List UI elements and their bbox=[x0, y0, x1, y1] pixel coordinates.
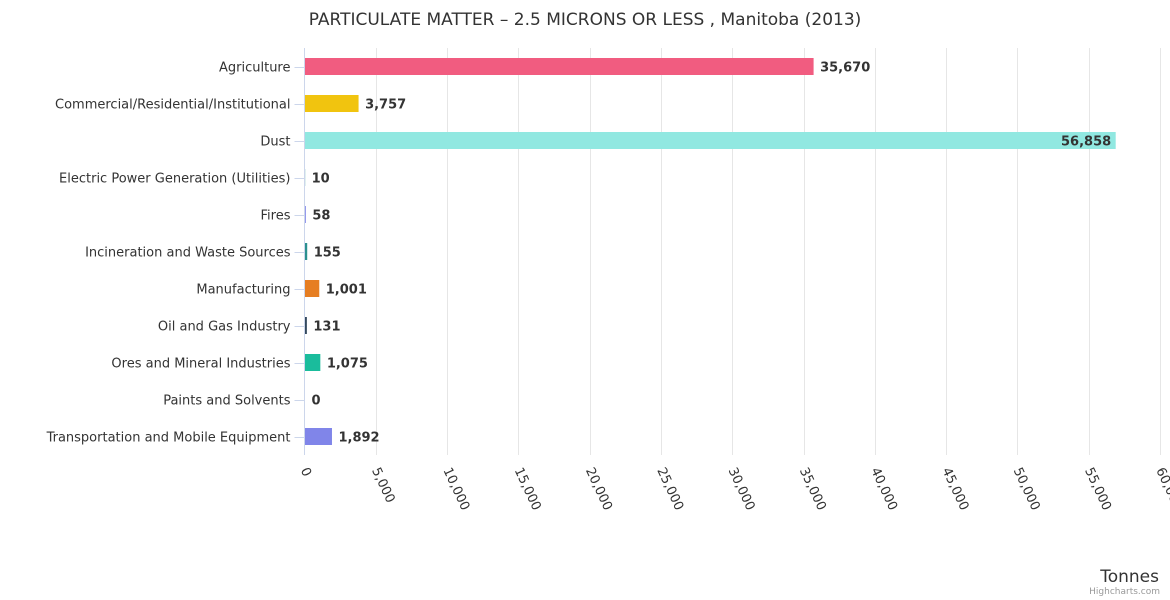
data-label: 35,670 bbox=[820, 61, 870, 76]
x-axis-tick-labels: 0 5,000 10,000 15,000 20,000 25,000 30,000 35,0… bbox=[297, 465, 1170, 513]
x-tick-label: 55,000 bbox=[1081, 465, 1114, 513]
x-tick-label: 45,000 bbox=[938, 465, 971, 513]
x-tick-label: 30,000 bbox=[725, 465, 758, 513]
category-label: Transportation and Mobile Equipment bbox=[46, 431, 291, 446]
category-label: Agriculture bbox=[219, 61, 291, 76]
data-label: 1,075 bbox=[327, 357, 368, 372]
x-tick-label: 5,000 bbox=[368, 465, 397, 505]
bar[interactable] bbox=[305, 354, 321, 371]
x-tick-label: 20,000 bbox=[582, 465, 615, 513]
bar[interactable] bbox=[305, 428, 332, 445]
x-tick-label: 60,000 bbox=[1152, 465, 1170, 513]
category-label: Commercial/Residential/Institutional bbox=[55, 98, 291, 113]
bar[interactable] bbox=[305, 317, 307, 334]
x-tick-label: 10,000 bbox=[439, 465, 472, 513]
category-label: Paints and Solvents bbox=[163, 394, 291, 409]
category-label: Fires bbox=[261, 209, 291, 224]
grid-lines bbox=[376, 48, 1161, 455]
category-label: Dust bbox=[260, 135, 290, 150]
bars bbox=[305, 58, 1116, 445]
category-label: Electric Power Generation (Utilities) bbox=[59, 172, 290, 187]
category-label: Manufacturing bbox=[196, 283, 290, 298]
x-axis-title: Tonnes bbox=[1099, 567, 1159, 587]
bar[interactable] bbox=[305, 280, 320, 297]
data-label: 3,757 bbox=[365, 98, 406, 113]
category-labels: Agriculture Commercial/Residential/Instit… bbox=[46, 61, 305, 446]
bar[interactable] bbox=[305, 95, 359, 112]
data-label: 131 bbox=[313, 320, 340, 335]
category-label: Oil and Gas Industry bbox=[158, 320, 291, 335]
data-label: 0 bbox=[312, 394, 321, 409]
data-label: 56,858 bbox=[1061, 135, 1111, 150]
data-label: 155 bbox=[314, 246, 341, 261]
x-tick-label: 15,000 bbox=[511, 465, 544, 513]
bar[interactable] bbox=[305, 206, 306, 223]
data-label: 1,001 bbox=[326, 283, 367, 298]
x-tick-label: 50,000 bbox=[1010, 465, 1043, 513]
x-tick-label: 0 bbox=[297, 465, 314, 479]
data-label: 1,892 bbox=[338, 431, 379, 446]
x-tick-label: 25,000 bbox=[653, 465, 686, 513]
category-label: Incineration and Waste Sources bbox=[85, 246, 291, 261]
bar[interactable] bbox=[305, 58, 814, 75]
category-label: Ores and Mineral Industries bbox=[111, 357, 290, 372]
x-tick-label: 40,000 bbox=[867, 465, 900, 513]
credits-link[interactable]: Highcharts.com bbox=[1089, 587, 1160, 597]
data-label: 58 bbox=[312, 209, 330, 224]
chart-title: PARTICULATE MATTER – 2.5 MICRONS OR LESS… bbox=[309, 10, 862, 30]
data-label: 10 bbox=[312, 172, 330, 187]
x-tick-label: 35,000 bbox=[796, 465, 829, 513]
bar[interactable] bbox=[305, 243, 308, 260]
data-labels: 35,670 3,757 56,858 10 58 155 1,001 131 1,075 0 1,… bbox=[312, 61, 1112, 446]
bar[interactable] bbox=[305, 132, 1116, 149]
